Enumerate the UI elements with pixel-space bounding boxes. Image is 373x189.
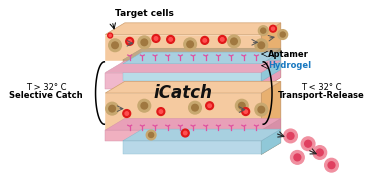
- Circle shape: [157, 108, 165, 115]
- Polygon shape: [105, 93, 261, 130]
- Circle shape: [270, 25, 276, 32]
- Circle shape: [112, 42, 118, 49]
- Text: T < 32° C: T < 32° C: [301, 83, 342, 92]
- Text: Target cells: Target cells: [115, 9, 174, 18]
- Circle shape: [126, 37, 134, 45]
- Circle shape: [187, 41, 194, 48]
- Circle shape: [238, 102, 245, 109]
- Text: Aptamer: Aptamer: [268, 50, 309, 59]
- Polygon shape: [261, 61, 281, 89]
- Circle shape: [123, 110, 131, 117]
- Text: Transport-Release: Transport-Release: [278, 91, 365, 101]
- Circle shape: [291, 151, 304, 164]
- Polygon shape: [105, 130, 261, 141]
- Circle shape: [184, 131, 187, 135]
- Polygon shape: [105, 81, 281, 93]
- Circle shape: [169, 38, 172, 41]
- Polygon shape: [123, 141, 261, 154]
- Polygon shape: [105, 73, 261, 89]
- Polygon shape: [261, 52, 281, 81]
- Circle shape: [138, 36, 151, 49]
- Polygon shape: [123, 64, 261, 81]
- Circle shape: [261, 28, 266, 33]
- Circle shape: [189, 101, 201, 114]
- Text: iCatch: iCatch: [154, 84, 213, 102]
- Circle shape: [109, 105, 115, 112]
- Circle shape: [208, 104, 211, 108]
- Polygon shape: [261, 129, 281, 154]
- Circle shape: [258, 106, 264, 113]
- Circle shape: [255, 39, 268, 52]
- Polygon shape: [105, 23, 281, 35]
- Circle shape: [255, 103, 268, 116]
- Circle shape: [294, 154, 301, 161]
- Text: T > 32° C: T > 32° C: [26, 83, 66, 92]
- Polygon shape: [123, 48, 281, 60]
- Circle shape: [109, 34, 111, 37]
- Circle shape: [313, 146, 327, 159]
- Circle shape: [206, 102, 213, 110]
- Polygon shape: [261, 23, 281, 89]
- Circle shape: [272, 27, 275, 30]
- Circle shape: [258, 26, 268, 36]
- Polygon shape: [261, 81, 281, 154]
- Circle shape: [203, 39, 207, 42]
- Circle shape: [242, 108, 250, 115]
- Circle shape: [167, 36, 175, 43]
- Circle shape: [325, 158, 338, 172]
- Circle shape: [258, 42, 264, 49]
- Polygon shape: [123, 60, 261, 64]
- Circle shape: [141, 39, 148, 46]
- Circle shape: [280, 32, 285, 37]
- Circle shape: [154, 37, 158, 40]
- Circle shape: [287, 132, 294, 139]
- Text: Selective Catch: Selective Catch: [9, 91, 83, 101]
- Circle shape: [152, 35, 160, 42]
- Circle shape: [316, 149, 323, 156]
- Circle shape: [184, 38, 197, 51]
- Circle shape: [278, 30, 288, 40]
- Polygon shape: [105, 118, 281, 130]
- Circle shape: [106, 102, 119, 115]
- Circle shape: [301, 137, 315, 151]
- Circle shape: [141, 102, 148, 109]
- Circle shape: [138, 99, 151, 112]
- Polygon shape: [123, 52, 281, 64]
- Circle shape: [244, 110, 247, 113]
- Polygon shape: [123, 129, 281, 141]
- Circle shape: [305, 140, 311, 147]
- Circle shape: [181, 129, 189, 137]
- Circle shape: [109, 39, 121, 52]
- Circle shape: [125, 112, 129, 115]
- Circle shape: [228, 35, 240, 48]
- Circle shape: [148, 132, 154, 137]
- Circle shape: [128, 40, 131, 43]
- Circle shape: [159, 110, 163, 113]
- Circle shape: [284, 129, 297, 143]
- Polygon shape: [261, 48, 281, 64]
- Circle shape: [235, 99, 248, 112]
- Circle shape: [108, 33, 113, 38]
- Text: Hydrogel: Hydrogel: [268, 61, 311, 70]
- Circle shape: [192, 104, 198, 111]
- Circle shape: [220, 38, 224, 41]
- Polygon shape: [105, 35, 261, 60]
- Circle shape: [328, 162, 335, 169]
- Polygon shape: [261, 118, 281, 141]
- Circle shape: [231, 38, 237, 45]
- Polygon shape: [105, 61, 281, 73]
- Circle shape: [146, 130, 156, 140]
- Circle shape: [201, 36, 209, 44]
- Circle shape: [219, 36, 226, 43]
